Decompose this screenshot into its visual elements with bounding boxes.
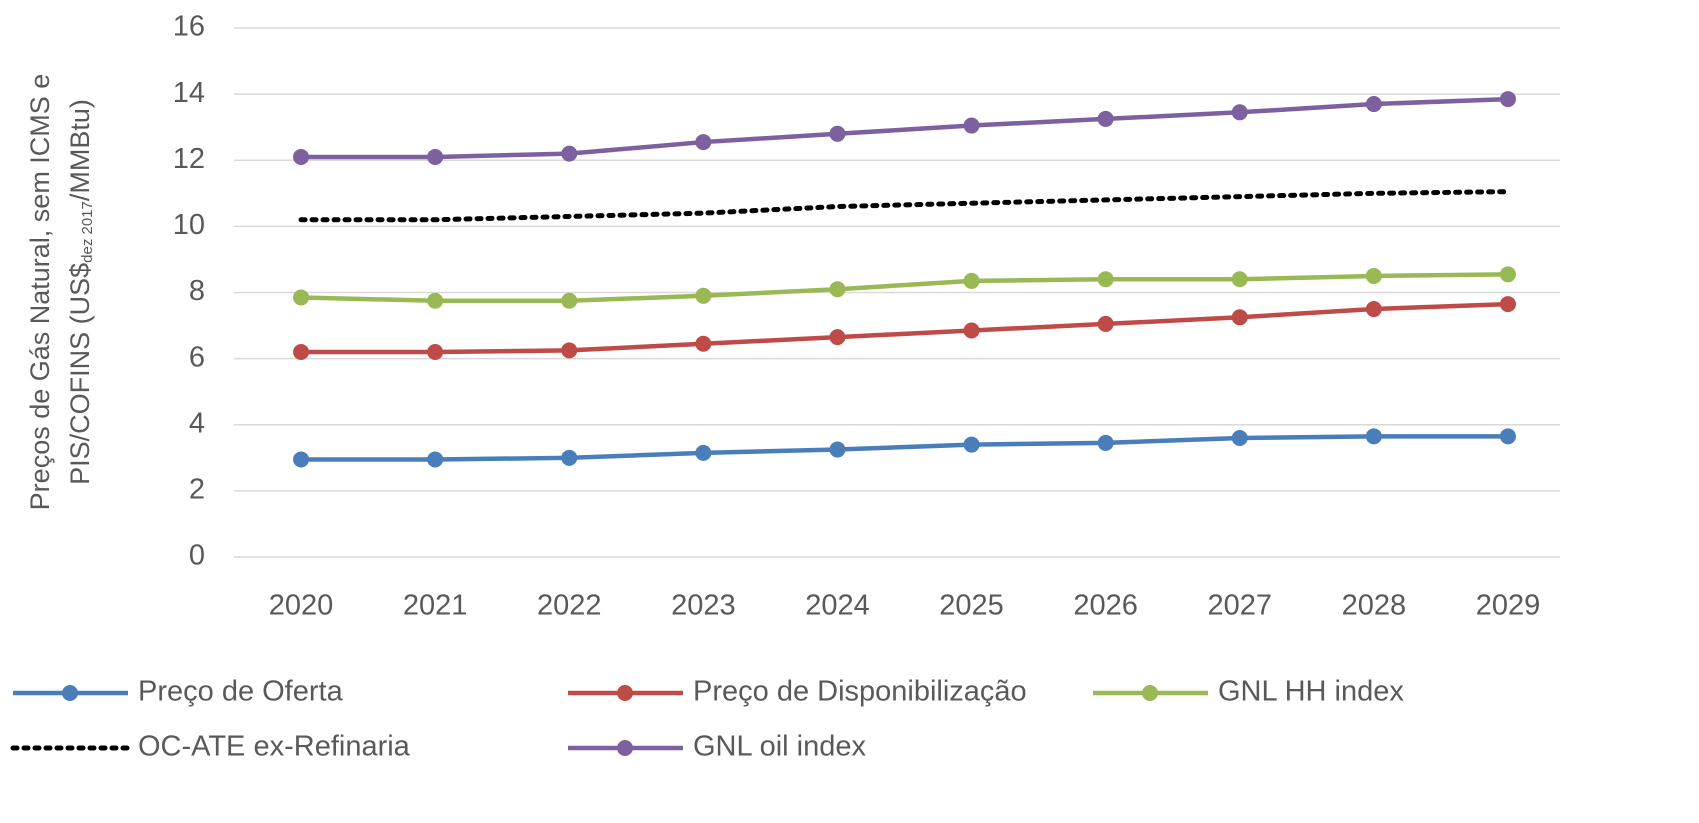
y-axis-label: Preços de Gás Natural, sem ICMS e PIS/CO…	[25, 74, 96, 511]
y-label-line: Preços de Gás Natural, sem ICMS e	[25, 74, 55, 511]
series-line	[301, 96, 1509, 160]
series-line	[301, 301, 1509, 355]
data-point	[1231, 429, 1248, 446]
data-point	[963, 272, 980, 289]
data-point	[1499, 296, 1516, 313]
data-point	[1097, 434, 1114, 451]
legend-marker	[617, 740, 633, 756]
data-point	[561, 292, 578, 309]
y-label-subscript: dez 2017	[79, 201, 96, 263]
y-label-part: PIS/COFINS (US$	[65, 263, 95, 485]
y-label-part: /MMBtu)	[65, 99, 95, 201]
y-tick-label: 16	[173, 11, 205, 43]
data-point	[293, 344, 310, 361]
data-point	[963, 322, 980, 339]
data-point	[1231, 309, 1248, 326]
y-tick-label: 0	[189, 540, 205, 572]
data-point	[1365, 301, 1382, 318]
data-point	[695, 444, 712, 461]
data-point	[829, 125, 846, 142]
y-tick-label: 6	[189, 341, 205, 373]
legend-marker	[1142, 685, 1158, 701]
data-point	[561, 342, 578, 359]
legend-label: Preço de Disponibilização	[693, 676, 1027, 708]
data-point	[293, 451, 310, 468]
x-tick-label: 2022	[537, 590, 602, 622]
x-tick-label: 2023	[671, 590, 736, 622]
x-tick-label: 2020	[269, 590, 334, 622]
data-point	[695, 134, 712, 151]
x-tick-label: 2029	[1476, 590, 1541, 622]
data-point	[561, 449, 578, 466]
data-point	[1365, 96, 1382, 113]
x-tick-label: 2026	[1073, 590, 1138, 622]
y-tick-label: 8	[189, 275, 205, 307]
legend-marker	[62, 685, 78, 701]
legend-marker	[617, 685, 633, 701]
data-point	[427, 344, 444, 361]
data-point	[963, 117, 980, 134]
data-point	[1365, 267, 1382, 284]
data-point	[427, 451, 444, 468]
data-point	[293, 289, 310, 306]
x-tick-label: 2027	[1207, 590, 1272, 622]
x-tick-label: 2024	[805, 590, 870, 622]
data-point	[427, 148, 444, 165]
data-point	[1097, 110, 1114, 127]
x-tick-label: 2028	[1342, 590, 1407, 622]
data-point	[829, 329, 846, 346]
data-point	[1499, 266, 1516, 283]
data-point	[695, 287, 712, 304]
series-line	[301, 434, 1508, 462]
legend-label: Preço de Oferta	[138, 676, 344, 708]
y-label-line: PIS/COFINS (US$dez 2017/MMBtu)	[65, 99, 96, 485]
y-tick-label: 14	[173, 77, 205, 109]
x-tick-label: 2025	[939, 590, 1004, 622]
data-point	[829, 441, 846, 458]
data-point	[1365, 428, 1382, 445]
series-line	[300, 272, 1508, 304]
data-point	[695, 335, 712, 352]
data-point	[829, 281, 846, 298]
data-point	[963, 436, 980, 453]
data-point	[1097, 271, 1114, 288]
legend-label: OC-ATE ex-Refinaria	[138, 731, 411, 763]
data-point	[1231, 271, 1248, 288]
data-point	[1231, 104, 1248, 121]
x-tick-label: 2021	[403, 590, 468, 622]
legend-label: GNL oil index	[693, 731, 867, 763]
y-tick-label: 12	[173, 143, 205, 175]
legend-label: GNL HH index	[1218, 676, 1404, 708]
data-point	[1499, 91, 1516, 108]
data-point	[427, 292, 444, 309]
data-point	[1499, 428, 1516, 445]
y-tick-label: 4	[189, 407, 205, 439]
data-point	[293, 148, 310, 165]
y-tick-label: 2	[189, 474, 205, 506]
data-point	[1097, 315, 1114, 332]
series-line	[298, 189, 1511, 223]
data-point	[561, 145, 578, 162]
y-tick-label: 10	[173, 209, 205, 241]
